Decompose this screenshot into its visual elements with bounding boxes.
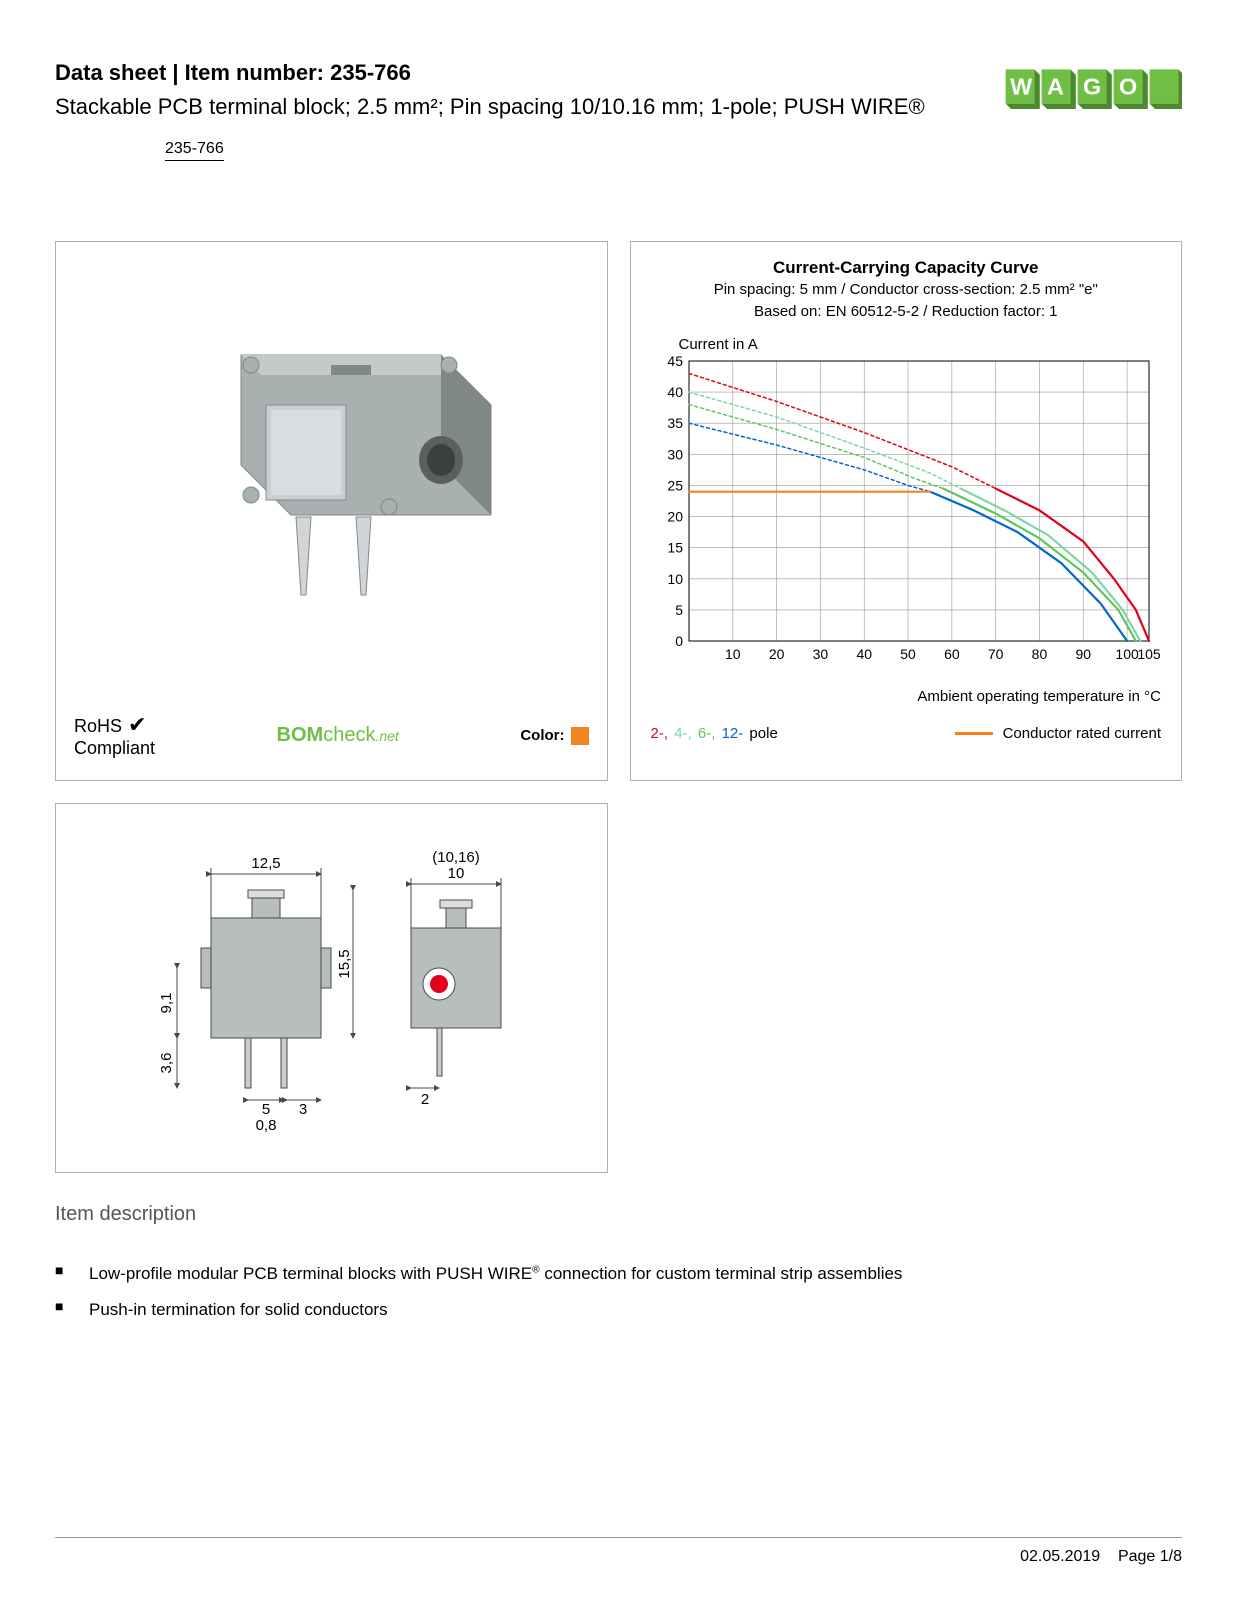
- rohs-compliant: RoHS ✔ Compliant: [74, 712, 155, 760]
- bom-rest: check: [323, 724, 375, 746]
- bomcheck-logo: BOMcheck.net: [277, 724, 399, 747]
- svg-text:105: 105: [1137, 646, 1161, 662]
- item-description-heading: Item description: [55, 1203, 1182, 1226]
- color-indicator: Color:: [520, 727, 588, 745]
- bom-net: .net: [375, 728, 398, 744]
- svg-text:60: 60: [944, 646, 960, 662]
- svg-text:2: 2: [421, 1091, 429, 1108]
- legend-poles: 2-, 4-, 6-, 12- pole: [651, 725, 780, 742]
- chart-svg: 0 5 10 15 20 25 30 35 40 45 10 20 30 40 50 60 70 80 90 1001…: [645, 355, 1165, 675]
- svg-text:50: 50: [900, 646, 916, 662]
- svg-text:15: 15: [667, 540, 683, 556]
- compliant-text: Compliant: [74, 738, 155, 758]
- svg-text:40: 40: [667, 384, 683, 400]
- legend-pole-item: pole: [749, 725, 777, 742]
- svg-text:30: 30: [812, 646, 828, 662]
- chart-panel: Current-Carrying Capacity Curve Pin spac…: [630, 241, 1183, 781]
- svg-text:20: 20: [667, 509, 683, 525]
- svg-text:3: 3: [299, 1101, 307, 1118]
- datasheet-title: Data sheet | Item number: 235-766: [55, 60, 1002, 86]
- chart-legend: 2-, 4-, 6-, 12- pole Conductor rated cur…: [645, 725, 1168, 742]
- svg-text:W: W: [1010, 74, 1033, 100]
- svg-text:5: 5: [262, 1101, 270, 1118]
- page-footer: 02.05.2019 Page 1/8: [55, 1537, 1182, 1566]
- description-bullet: Push-in termination for solid conductors: [55, 1300, 1182, 1320]
- wago-logo: WAGO: [1002, 64, 1182, 109]
- chart-y-label: Current in A: [679, 336, 1168, 353]
- svg-text:35: 35: [667, 415, 683, 431]
- chart-subtitle-2: Based on: EN 60512-5-2 / Reduction facto…: [645, 302, 1168, 322]
- svg-text:15,5: 15,5: [336, 949, 353, 978]
- dimension-drawing: 12,5 15,5 9,1 3,6 5 3 0,8 10(10,16) 2: [91, 828, 571, 1148]
- color-swatch: [571, 727, 589, 745]
- product-image-panel: RoHS ✔ Compliant BOMcheck.net Color:: [55, 241, 608, 781]
- svg-text:80: 80: [1031, 646, 1047, 662]
- title-prefix: Data sheet | Item number:: [55, 60, 330, 85]
- part-number-link[interactable]: 235-766: [165, 140, 224, 161]
- svg-text:(10,16): (10,16): [432, 849, 480, 866]
- product-image: [74, 260, 589, 670]
- svg-text:10: 10: [448, 865, 465, 882]
- content-row: RoHS ✔ Compliant BOMcheck.net Color: 12,5…: [55, 241, 1182, 1173]
- check-icon: ✔: [128, 712, 146, 737]
- legend-pole-item: 2-,: [651, 725, 673, 742]
- description-bullets: Low-profile modular PCB terminal blocks …: [55, 1264, 1182, 1320]
- item-number: 235-766: [330, 60, 411, 85]
- svg-text:0,8: 0,8: [256, 1117, 277, 1134]
- svg-text:70: 70: [987, 646, 1003, 662]
- left-column: RoHS ✔ Compliant BOMcheck.net Color: 12,5…: [55, 241, 608, 1173]
- header-text: Data sheet | Item number: 235-766 Stacka…: [55, 60, 1002, 161]
- legend-rated-label: Conductor rated current: [1003, 725, 1161, 742]
- chart-area: Current in A 0 5 10 15 20 25 30 35 40 45 10 20 30 40 5…: [645, 336, 1168, 705]
- svg-text:90: 90: [1075, 646, 1091, 662]
- svg-text:20: 20: [768, 646, 784, 662]
- svg-text:10: 10: [667, 571, 683, 587]
- svg-text:5: 5: [675, 602, 683, 618]
- legend-rated: Conductor rated current: [955, 725, 1161, 742]
- header: Data sheet | Item number: 235-766 Stacka…: [55, 60, 1182, 161]
- datasheet-subtitle: Stackable PCB terminal block; 2.5 mm²; P…: [55, 92, 1002, 122]
- chart-x-label: Ambient operating temperature in °C: [645, 688, 1162, 705]
- svg-text:45: 45: [667, 355, 683, 369]
- legend-pole-item: 6-,: [698, 725, 720, 742]
- bom-bold: BOM: [277, 724, 324, 746]
- svg-text:9,1: 9,1: [158, 992, 175, 1013]
- footer-page: Page 1/8: [1118, 1548, 1182, 1565]
- right-column: Current-Carrying Capacity Curve Pin spac…: [630, 241, 1183, 1173]
- svg-text:40: 40: [856, 646, 872, 662]
- svg-text:O: O: [1119, 74, 1137, 100]
- svg-text:G: G: [1083, 74, 1101, 100]
- svg-text:A: A: [1047, 74, 1064, 100]
- legend-pole-item: 12-: [722, 725, 748, 742]
- rohs-text: RoHS: [74, 716, 122, 736]
- svg-text:100: 100: [1115, 646, 1139, 662]
- svg-text:3,6: 3,6: [158, 1052, 175, 1073]
- svg-text:12,5: 12,5: [252, 855, 281, 872]
- svg-text:0: 0: [675, 633, 683, 649]
- description-bullet: Low-profile modular PCB terminal blocks …: [55, 1264, 1182, 1284]
- compliance-row: RoHS ✔ Compliant BOMcheck.net Color:: [74, 712, 589, 760]
- chart-subtitle-1: Pin spacing: 5 mm / Conductor cross-sect…: [645, 280, 1168, 300]
- svg-text:10: 10: [725, 646, 741, 662]
- dimensions-panel: 12,5 15,5 9,1 3,6 5 3 0,8 10(10,16) 2: [55, 803, 608, 1173]
- legend-pole-item: 4-,: [674, 725, 696, 742]
- footer-date: 02.05.2019: [1020, 1548, 1100, 1565]
- svg-text:25: 25: [667, 478, 683, 494]
- svg-text:30: 30: [667, 447, 683, 463]
- chart-title: Current-Carrying Capacity Curve: [645, 258, 1168, 278]
- color-label-text: Color:: [520, 727, 564, 744]
- rated-line-icon: [955, 732, 993, 735]
